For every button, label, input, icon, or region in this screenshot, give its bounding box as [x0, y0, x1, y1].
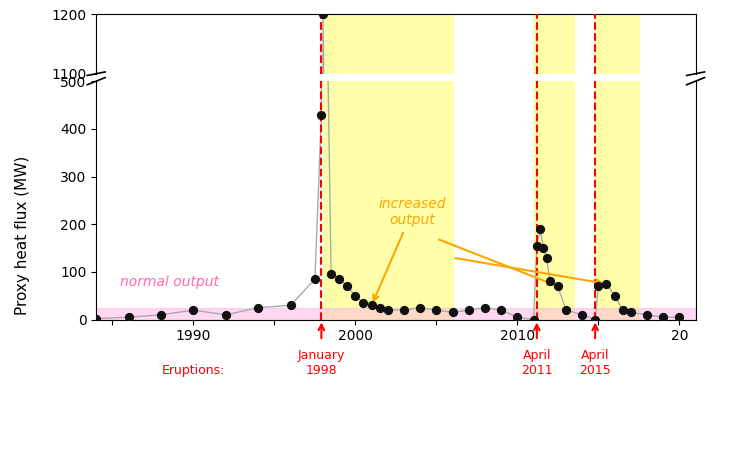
- Point: [576, 311, 588, 319]
- Point: [511, 313, 523, 321]
- Bar: [534, 81, 574, 320]
- Bar: [534, 14, 574, 74]
- Point: [431, 306, 443, 314]
- Bar: [595, 14, 639, 74]
- Point: [315, 111, 327, 118]
- Text: normal output: normal output: [121, 275, 220, 289]
- Bar: [595, 81, 639, 320]
- Text: April
2015: April 2015: [579, 349, 611, 377]
- Point: [537, 244, 549, 252]
- Point: [155, 311, 167, 319]
- Point: [534, 225, 546, 233]
- Point: [90, 315, 102, 322]
- Point: [398, 306, 410, 314]
- Point: [366, 302, 377, 309]
- Text: Eruptions:: Eruptions:: [162, 364, 225, 377]
- Point: [625, 309, 636, 316]
- Point: [531, 242, 542, 250]
- Point: [317, 10, 329, 18]
- Point: [601, 280, 613, 288]
- Point: [309, 275, 321, 283]
- Point: [593, 282, 605, 290]
- Point: [252, 304, 264, 312]
- Point: [123, 313, 135, 321]
- Point: [589, 316, 601, 323]
- Point: [357, 299, 369, 306]
- Point: [463, 306, 475, 314]
- Point: [374, 304, 386, 312]
- Bar: [323, 14, 453, 74]
- Point: [673, 313, 685, 321]
- Text: January
1998: January 1998: [297, 349, 345, 377]
- Point: [560, 306, 572, 314]
- Point: [447, 309, 459, 316]
- Point: [382, 306, 394, 314]
- Point: [495, 306, 507, 314]
- Text: Proxy heat flux (MW): Proxy heat flux (MW): [15, 156, 30, 314]
- Point: [285, 302, 297, 309]
- Point: [528, 316, 539, 323]
- Point: [544, 278, 556, 285]
- Point: [552, 282, 564, 290]
- Point: [479, 304, 491, 312]
- Point: [616, 306, 628, 314]
- Text: increased
output: increased output: [373, 197, 445, 301]
- Point: [414, 304, 426, 312]
- Point: [349, 292, 361, 299]
- Point: [609, 292, 621, 299]
- Point: [187, 306, 199, 314]
- Bar: [323, 81, 453, 320]
- Bar: [96, 308, 696, 320]
- Point: [641, 311, 653, 319]
- Point: [220, 311, 232, 319]
- Point: [341, 282, 353, 290]
- Point: [325, 271, 337, 278]
- Point: [541, 254, 553, 261]
- Point: [657, 313, 669, 321]
- Text: April
2011: April 2011: [521, 349, 553, 377]
- Point: [333, 275, 345, 283]
